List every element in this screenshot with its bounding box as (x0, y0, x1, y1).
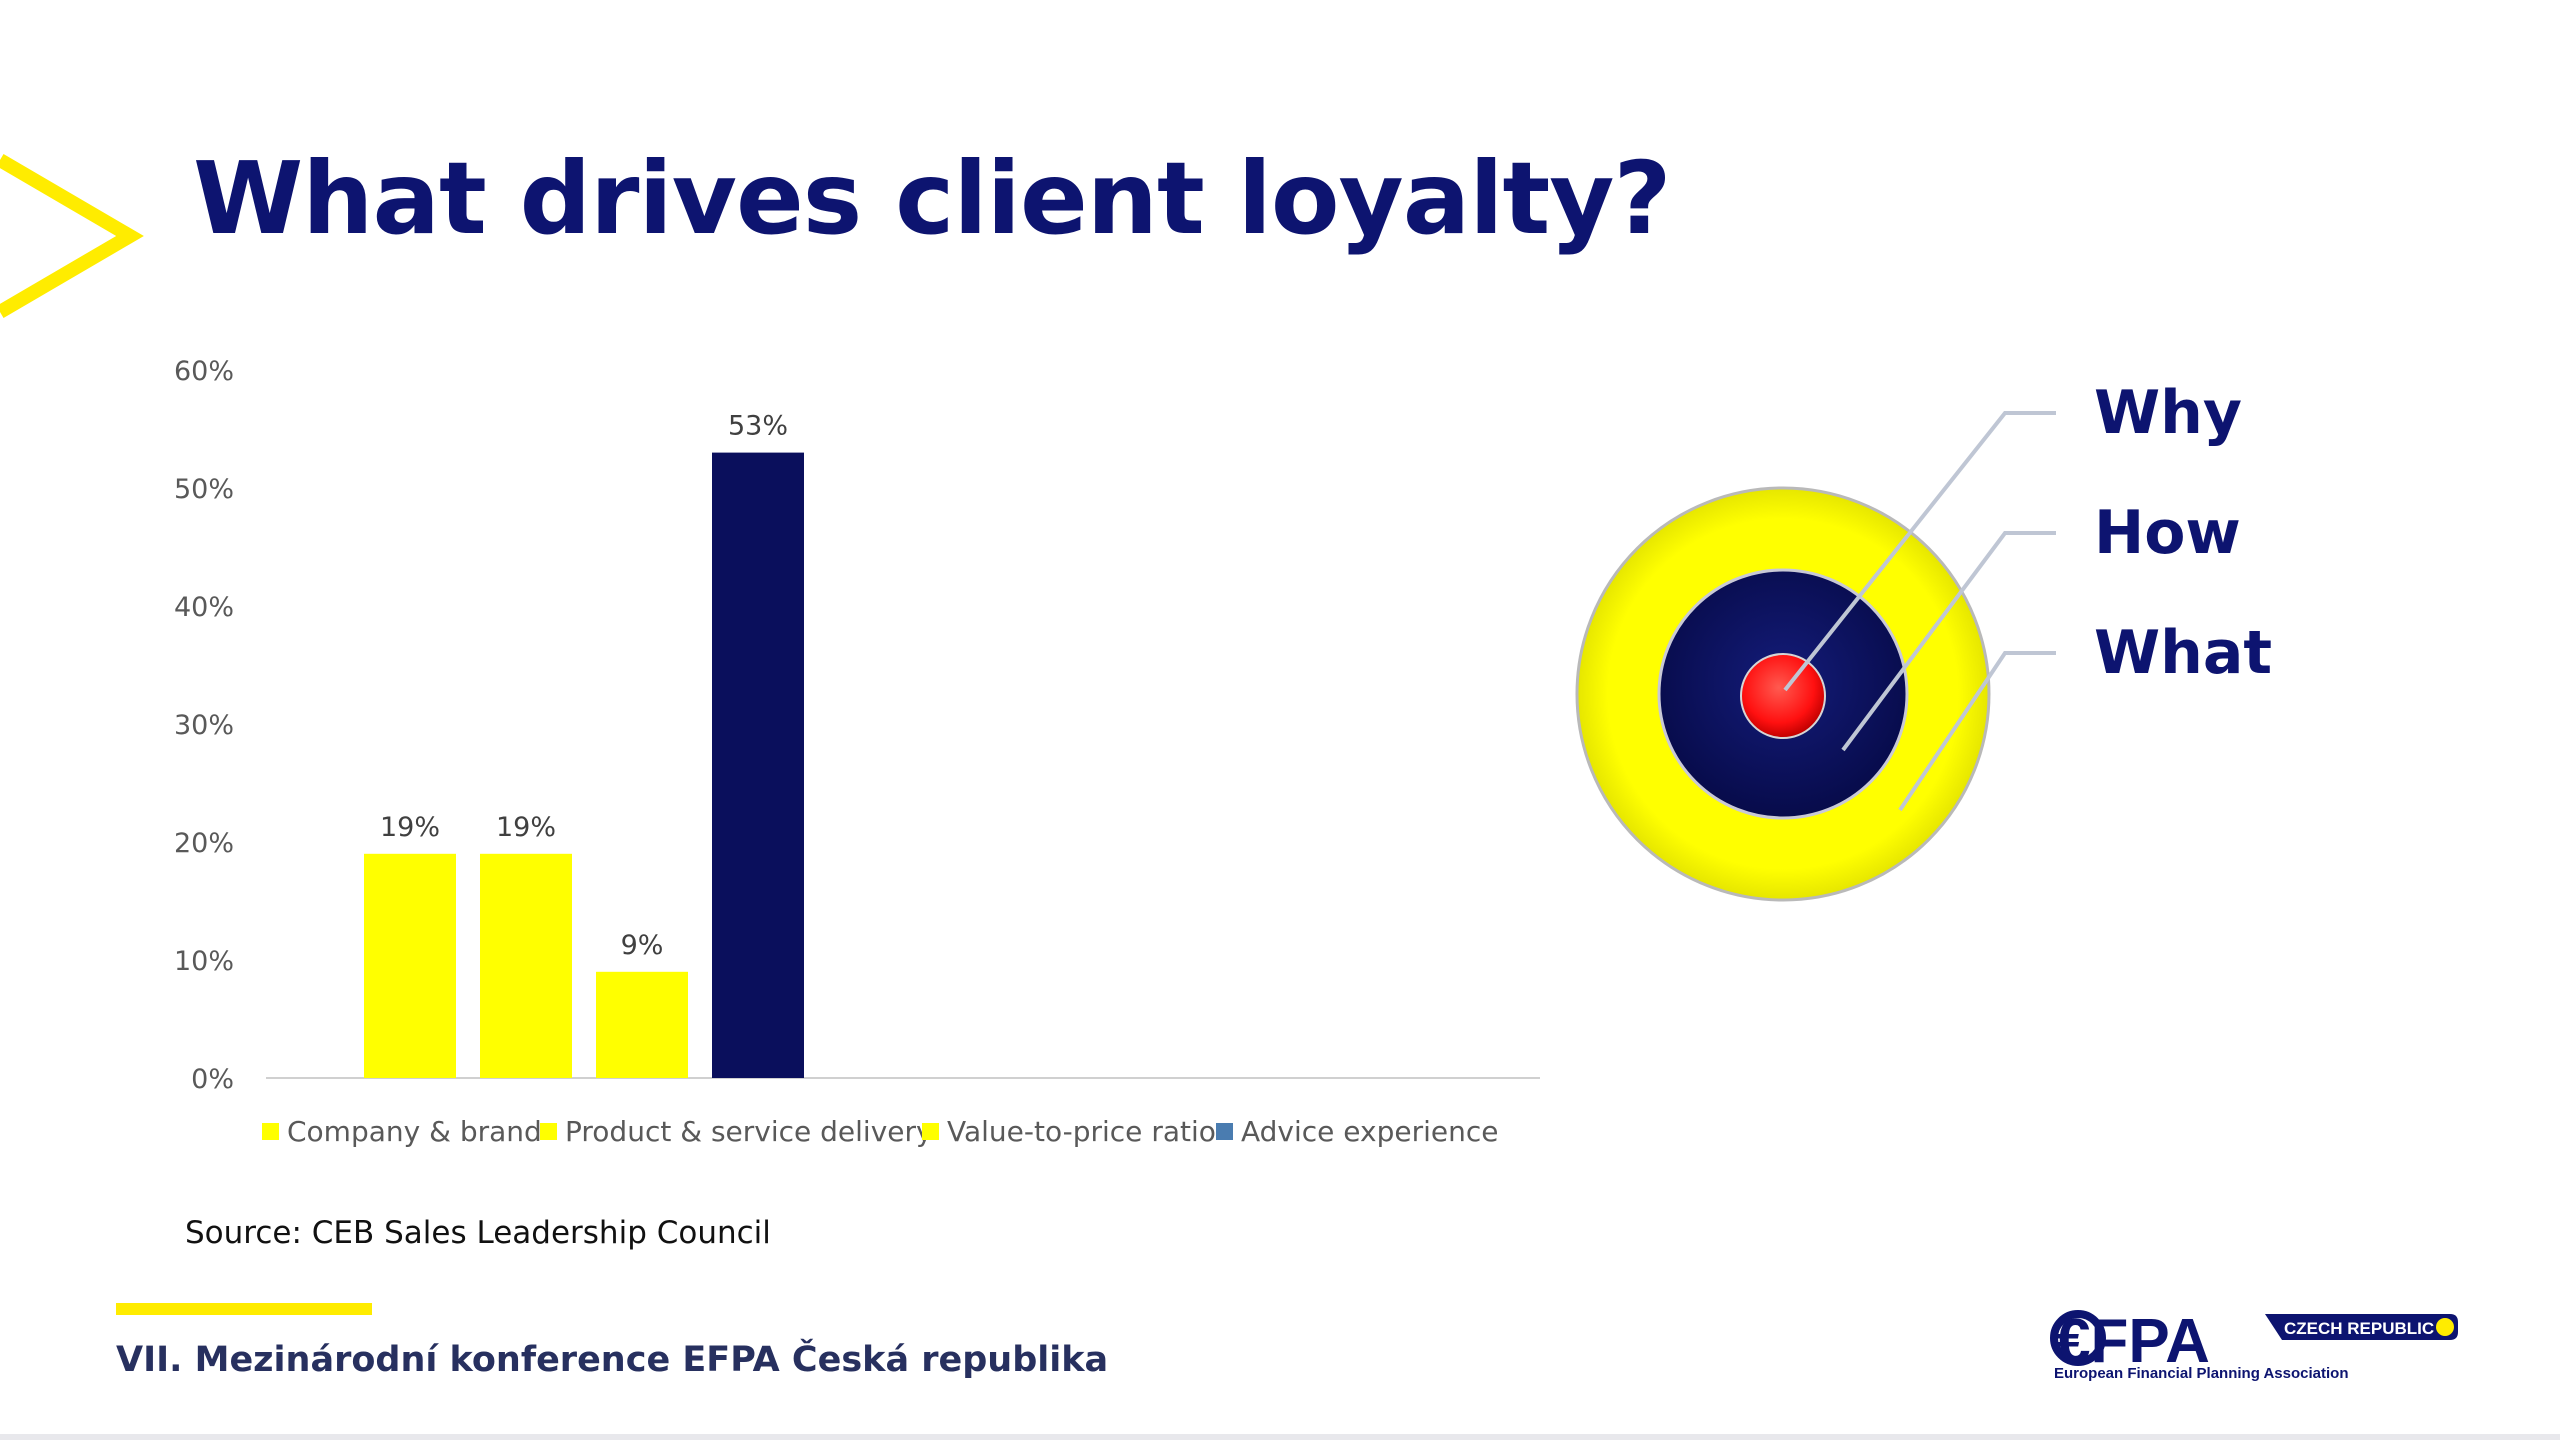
y-tick-label: 0% (191, 1064, 234, 1095)
legend-label: Company & brand (287, 1115, 542, 1148)
data-label: 9% (621, 930, 664, 961)
ring-why (1740, 653, 1826, 739)
logo-dot-icon (2436, 1318, 2454, 1336)
efpa-logo: €FPA CZECH REPUBLIC European Financial P… (2050, 1307, 2458, 1382)
logo-euro-arc-icon (2050, 1310, 2106, 1366)
data-label: 19% (380, 812, 440, 843)
legend-label: Advice experience (1241, 1115, 1499, 1148)
bar-2 (480, 853, 572, 1078)
label-how: How (2094, 498, 2241, 568)
legend-label: Value-to-price ratio (947, 1115, 1216, 1148)
chevron-decoration (0, 153, 144, 319)
bar-3 (596, 971, 688, 1078)
footer-accent-bar (116, 1303, 372, 1315)
y-tick-label: 10% (174, 946, 234, 977)
footer-conference: VII. Mezinárodní konference EFPA Česká r… (116, 1340, 1109, 1380)
legend-swatch (262, 1123, 279, 1140)
logo-brand: €FPA (2056, 1307, 2210, 1376)
logo-tagline: European Financial Planning Association (2054, 1365, 2349, 1382)
bar-1 (364, 853, 456, 1078)
bar-4 (712, 452, 804, 1079)
callout-lines (1783, 411, 2056, 812)
bottom-divider (0, 1434, 2560, 1440)
legend-swatch (922, 1123, 939, 1140)
legend-swatch (1216, 1123, 1233, 1140)
bar-chart: 0% 10% 20% 30% 40% 50% 60% 19% 19% 9% 53% Company &… (174, 356, 1540, 1148)
target-diagram (1575, 411, 2056, 902)
legend-label: Product & service delivery (565, 1115, 933, 1148)
y-tick-label: 60% (174, 356, 234, 387)
y-tick-label: 50% (174, 474, 234, 505)
y-tick-label: 40% (174, 592, 234, 623)
source-note: Source: CEB Sales Leadership Council (185, 1215, 771, 1251)
logo-badge-bg (2265, 1314, 2458, 1340)
logo-badge: CZECH REPUBLIC (2284, 1319, 2434, 1338)
data-label: 19% (496, 812, 556, 843)
label-why: Why (2094, 378, 2243, 448)
y-tick-label: 20% (174, 828, 234, 859)
legend-swatch (540, 1123, 557, 1140)
y-tick-label: 30% (174, 710, 234, 741)
data-label: 53% (728, 411, 788, 442)
label-what: What (2094, 618, 2273, 688)
slide-title: What drives client loyalty? (193, 140, 1671, 257)
